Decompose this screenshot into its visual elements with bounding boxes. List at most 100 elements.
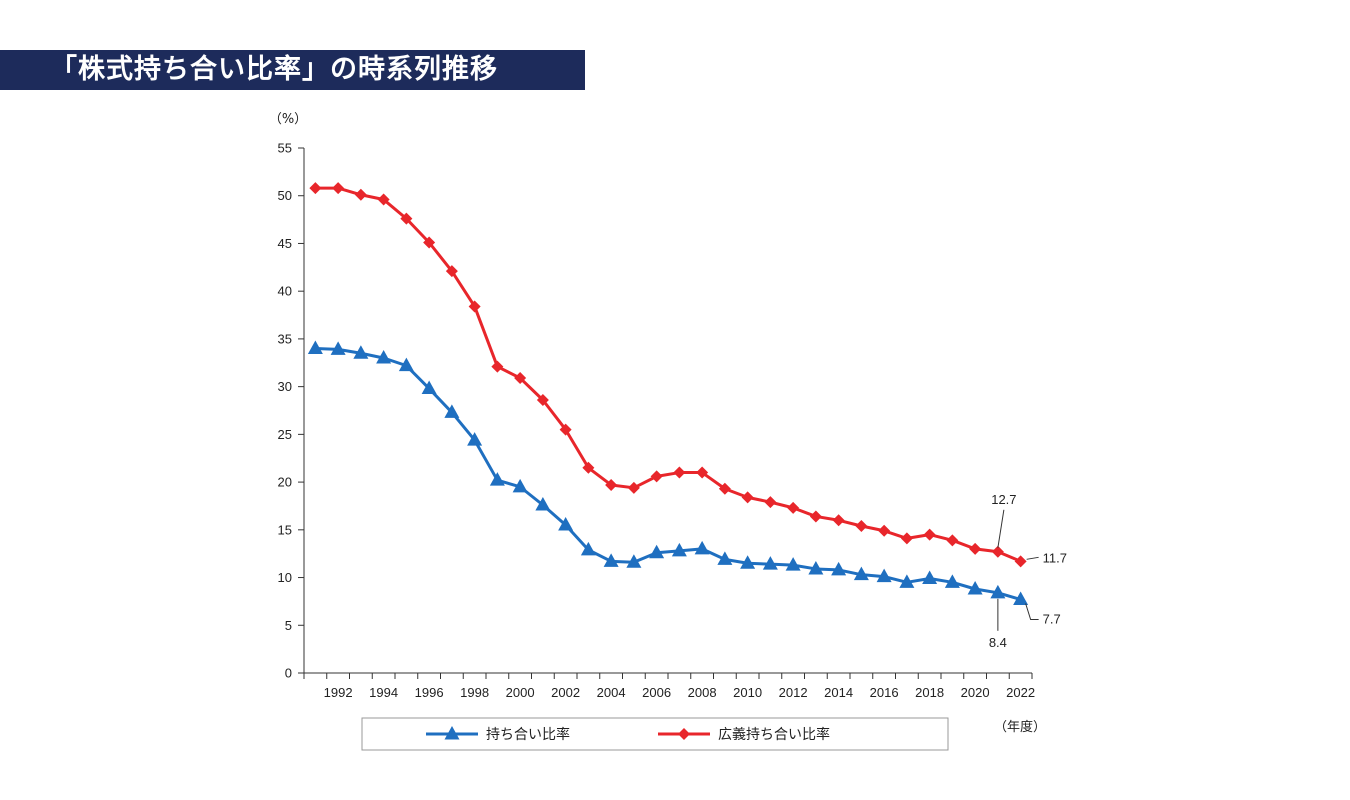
data-point-mochiai-2013 <box>808 560 824 575</box>
data-point-mochiai-2019 <box>944 574 960 588</box>
data-point-kougi-1999 <box>491 360 504 373</box>
data-point-mochiai-2016 <box>876 568 892 583</box>
legend-marker-triangle <box>444 726 460 740</box>
data-point-mochiai-2011 <box>762 556 778 570</box>
data-point-mochiai-2009 <box>717 551 733 565</box>
data-point-kougi-2021 <box>991 545 1004 558</box>
data-point-kougi-2008 <box>696 466 709 479</box>
data-point-mochiai-1996 <box>421 380 437 395</box>
annotation-layer: 12.7 11.7 8.4 7.7 <box>989 492 1067 650</box>
data-point-kougi-2018 <box>923 528 936 541</box>
data-point-mochiai-2022 <box>1013 591 1029 605</box>
annotation-label: 11.7 <box>1043 550 1067 565</box>
data-point-kougi-2019 <box>946 534 959 547</box>
data-point-kougi-2011 <box>764 496 777 509</box>
data-point-kougi-2013 <box>809 510 822 523</box>
data-point-kougi-2014 <box>832 514 845 527</box>
annotation-label: 7.7 <box>1043 612 1061 627</box>
data-point-kougi-2012 <box>787 501 800 514</box>
axes: 0 5 10 15 20 25 30 35 40 45 50 55 （%） 1992 1994 1996 199… <box>269 112 1046 735</box>
series-layer <box>307 182 1029 605</box>
data-point-kougi-2007 <box>673 466 686 479</box>
x-tick-label: 2004 <box>597 685 626 700</box>
data-point-kougi-1991 <box>309 182 322 195</box>
data-point-mochiai-1999 <box>489 472 505 486</box>
data-point-kougi-2022 <box>1014 555 1027 568</box>
y-tick-label: 5 <box>285 618 292 633</box>
y-tick-label: 15 <box>278 522 292 537</box>
y-tick-label: 30 <box>278 379 292 394</box>
data-point-mochiai-2007 <box>671 542 687 557</box>
y-tick-label: 0 <box>285 666 292 681</box>
data-point-mochiai-2010 <box>740 555 756 569</box>
annotation-label: 8.4 <box>989 635 1007 650</box>
x-tick-label: 1998 <box>460 685 489 700</box>
x-tick-label: 2016 <box>870 685 899 700</box>
x-tick-label: 2006 <box>642 685 671 700</box>
data-point-kougi-2004 <box>605 478 618 491</box>
y-tick-label: 50 <box>278 188 292 203</box>
x-tick-label: 2018 <box>915 685 944 700</box>
x-tick-label: 2014 <box>824 685 853 700</box>
y-tick-label: 10 <box>278 570 292 585</box>
x-tick-label: 2000 <box>506 685 535 700</box>
x-tick-label: 2010 <box>733 685 762 700</box>
data-point-mochiai-2006 <box>649 544 665 559</box>
y-tick-label: 25 <box>278 427 292 442</box>
data-point-mochiai-2021 <box>990 584 1006 599</box>
x-tick-label: 2012 <box>779 685 808 700</box>
series-line-kougi-mochiai <box>315 186 1022 563</box>
data-point-kougi-1995 <box>400 212 413 225</box>
data-point-mochiai-2014 <box>831 561 847 576</box>
x-tick-label: 2020 <box>961 685 990 700</box>
data-point-mochiai-2017 <box>899 574 915 588</box>
data-point-kougi-2001 <box>536 394 549 406</box>
data-point-mochiai-1997 <box>444 404 460 418</box>
data-point-kougi-2003 <box>582 461 595 474</box>
data-point-mochiai-1991 <box>307 340 323 354</box>
data-point-mochiai-2005 <box>626 554 642 568</box>
x-tick-label: 1992 <box>324 685 353 700</box>
data-point-mochiai-1994 <box>376 350 392 364</box>
data-point-kougi-2016 <box>878 524 891 537</box>
y-tick-label: 20 <box>278 475 292 490</box>
data-point-kougi-2006 <box>650 470 663 483</box>
y-tick-label: 55 <box>278 141 292 156</box>
data-point-kougi-2020 <box>969 542 982 555</box>
data-point-kougi-1997 <box>445 265 458 278</box>
data-point-kougi-1998 <box>468 300 481 313</box>
data-point-mochiai-1993 <box>353 345 369 359</box>
data-point-mochiai-1998 <box>467 432 483 446</box>
y-axis-unit: （%） <box>269 112 307 127</box>
x-tick-label: 1996 <box>415 685 444 700</box>
data-point-kougi-2015 <box>855 520 868 532</box>
data-point-mochiai-2008 <box>694 540 710 555</box>
data-point-mochiai-2020 <box>967 581 983 595</box>
data-point-kougi-2017 <box>900 532 913 545</box>
legend-label: 広義持ち合い比率 <box>718 726 830 743</box>
x-tick-label: 2022 <box>1006 685 1035 700</box>
data-point-mochiai-2001 <box>535 497 551 511</box>
data-point-mochiai-2004 <box>603 553 619 567</box>
data-point-kougi-2009 <box>718 482 731 495</box>
data-point-mochiai-2018 <box>922 570 938 584</box>
data-point-mochiai-2015 <box>853 566 869 581</box>
x-tick-label: 2008 <box>688 685 717 700</box>
y-tick-label: 35 <box>278 331 292 346</box>
annotation-label: 12.7 <box>991 492 1016 507</box>
data-point-mochiai-2012 <box>785 557 801 571</box>
legend: 持ち合い比率 広義持ち合い比率 <box>361 717 949 751</box>
data-point-mochiai-2000 <box>512 478 528 493</box>
data-point-kougi-2000 <box>514 372 527 385</box>
data-point-mochiai-1992 <box>330 341 346 355</box>
legend-marker-diamond <box>678 728 690 740</box>
annotation-leader <box>1026 556 1039 560</box>
data-point-kougi-2010 <box>741 491 754 504</box>
chart-title: 「株式持ち合い比率」の時系列推移 <box>0 50 585 90</box>
data-point-kougi-2005 <box>627 481 640 494</box>
annotation-leader <box>997 509 1005 548</box>
x-tick-label: 2002 <box>551 685 580 700</box>
data-point-kougi-1996 <box>423 236 436 249</box>
legend-label: 持ち合い比率 <box>486 726 570 743</box>
